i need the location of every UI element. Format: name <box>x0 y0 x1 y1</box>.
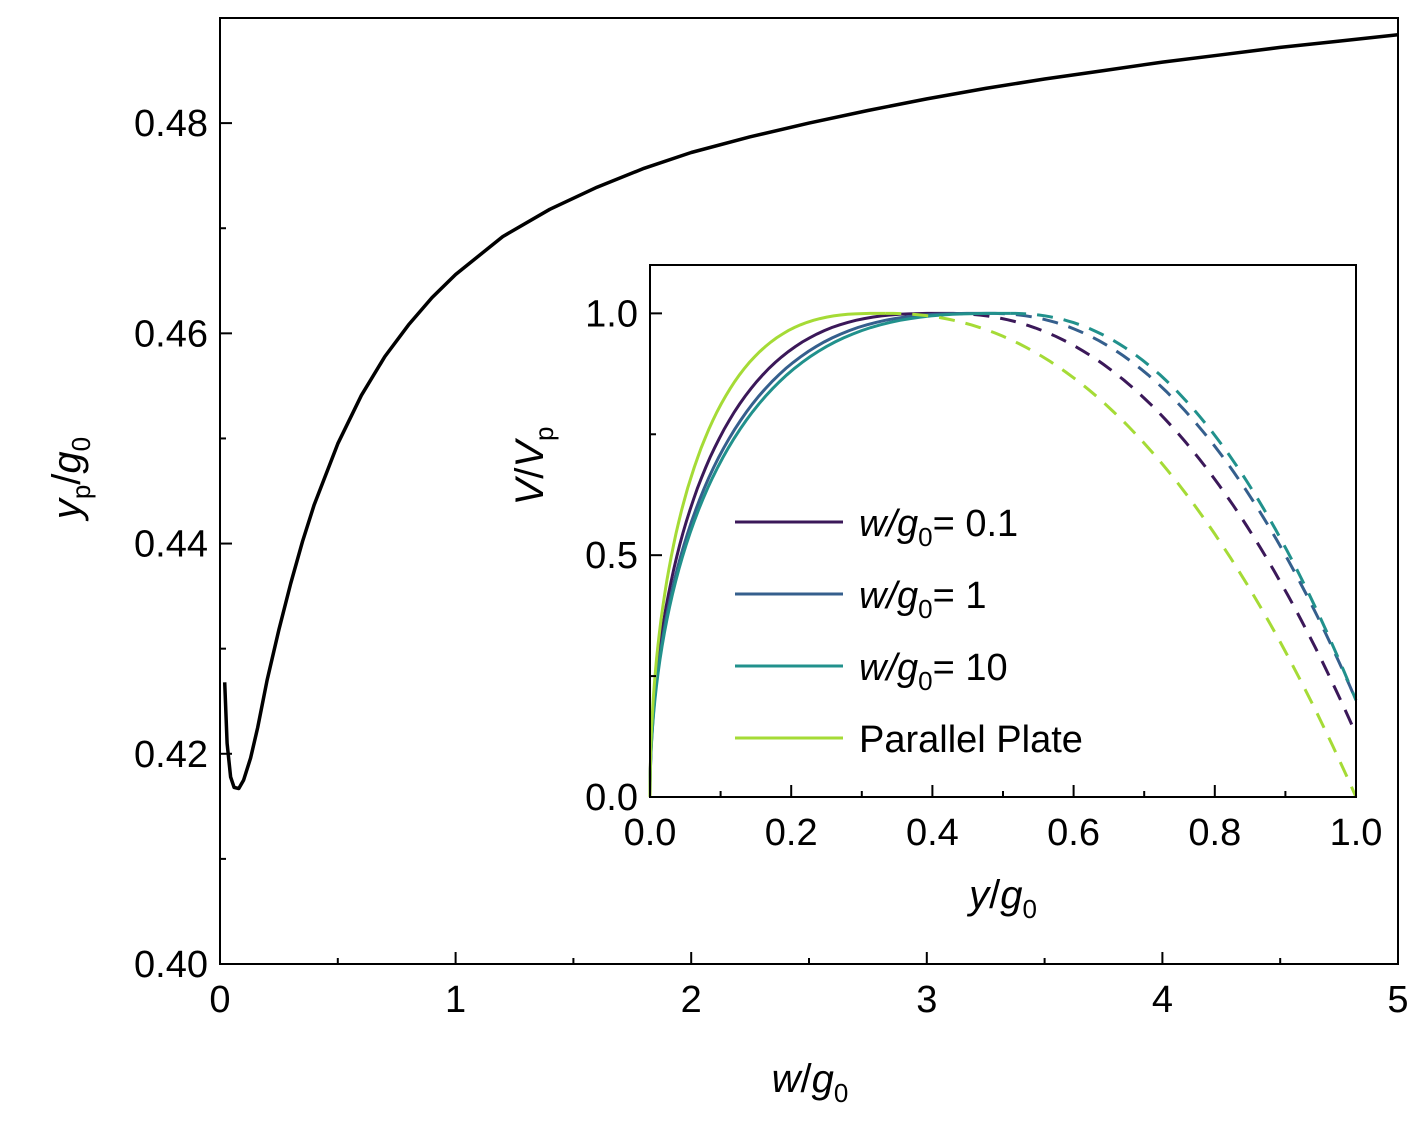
inset-series-unstable-0 <box>946 311 1358 735</box>
legend-item-parallel-plate: Parallel Plate <box>735 719 1083 761</box>
inset-y-axis-label: V/Vp <box>508 427 559 506</box>
inset-x-tick-label: 1.0 <box>1330 812 1383 854</box>
legend-label-w-g0-0.1: w/g0= 0.1 <box>859 503 1018 552</box>
inset-series-stable-3 <box>648 311 886 798</box>
inset-y-tick-label: 0.0 <box>585 777 638 819</box>
inset-series-unstable-1 <box>988 311 1358 701</box>
main-plot: 0 1 2 3 4 5 0.40 0.42 0.44 0.46 0.48 w/g0 yp/g0 <box>45 17 1409 1108</box>
inset-x-tick-label: 0.6 <box>1047 812 1100 854</box>
main-y-tick-label: 0.42 <box>134 734 208 776</box>
inset-x-tick-label: 0.0 <box>624 812 677 854</box>
main-y-tick-label: 0.40 <box>134 944 208 986</box>
main-y-tick-label: 0.48 <box>134 103 208 145</box>
main-y-tick-label: 0.44 <box>134 524 208 566</box>
inset-y-axis: 0.0 0.5 1.0 <box>585 293 662 819</box>
inset-x-tick-label: 0.4 <box>906 812 959 854</box>
inset-legend: w/g0= 0.1 w/g0= 1 w/g0= 10 Parallel Plat… <box>735 503 1083 761</box>
main-x-tick-label: 2 <box>681 979 702 1021</box>
inset-series-unstable-2 <box>1010 311 1358 701</box>
inset-x-axis-label: y/g0 <box>966 873 1037 924</box>
inset-y-tick-label: 0.5 <box>585 535 638 577</box>
inset-series-group <box>648 311 1358 798</box>
legend-item-w-g0-10: w/g0= 10 <box>735 647 1008 696</box>
main-series-group <box>222 33 1399 791</box>
inset-x-tick-label: 0.8 <box>1188 812 1241 854</box>
main-y-axis: 0.40 0.42 0.44 0.46 0.48 <box>134 103 232 986</box>
inset-x-axis: 0.0 0.2 0.4 0.6 0.8 1.0 <box>624 785 1383 854</box>
main-x-axis-label: w/g0 <box>772 1057 849 1108</box>
main-y-tick-label: 0.46 <box>134 313 208 355</box>
main-x-tick-label: 3 <box>916 979 937 1021</box>
main-x-tick-label: 0 <box>209 979 230 1021</box>
legend-label-w-g0-1: w/g0= 1 <box>859 575 987 624</box>
legend-label-w-g0-10: w/g0= 10 <box>859 647 1008 696</box>
legend-item-w-g0-1: w/g0= 1 <box>735 575 987 624</box>
main-x-tick-label: 4 <box>1152 979 1173 1021</box>
inset-x-tick-label: 0.2 <box>765 812 818 854</box>
main-series-line <box>222 33 1399 791</box>
legend-label-parallel-plate: Parallel Plate <box>859 719 1083 761</box>
main-x-tick-label: 5 <box>1387 979 1408 1021</box>
main-x-tick-label: 1 <box>445 979 466 1021</box>
main-x-axis: 0 1 2 3 4 5 <box>209 952 1409 1021</box>
main-y-axis-label: yp/g0 <box>45 437 96 522</box>
inset-y-tick-label: 1.0 <box>585 293 638 335</box>
inset-series-stable-2 <box>648 311 1011 798</box>
inset-background <box>650 265 1356 797</box>
legend-item-w-g0-0.1: w/g0= 0.1 <box>735 503 1018 552</box>
inset-plot: 0.0 0.2 0.4 0.6 0.8 1.0 0.0 0.5 1.0 y/g0 V/Vp w… <box>508 264 1383 924</box>
